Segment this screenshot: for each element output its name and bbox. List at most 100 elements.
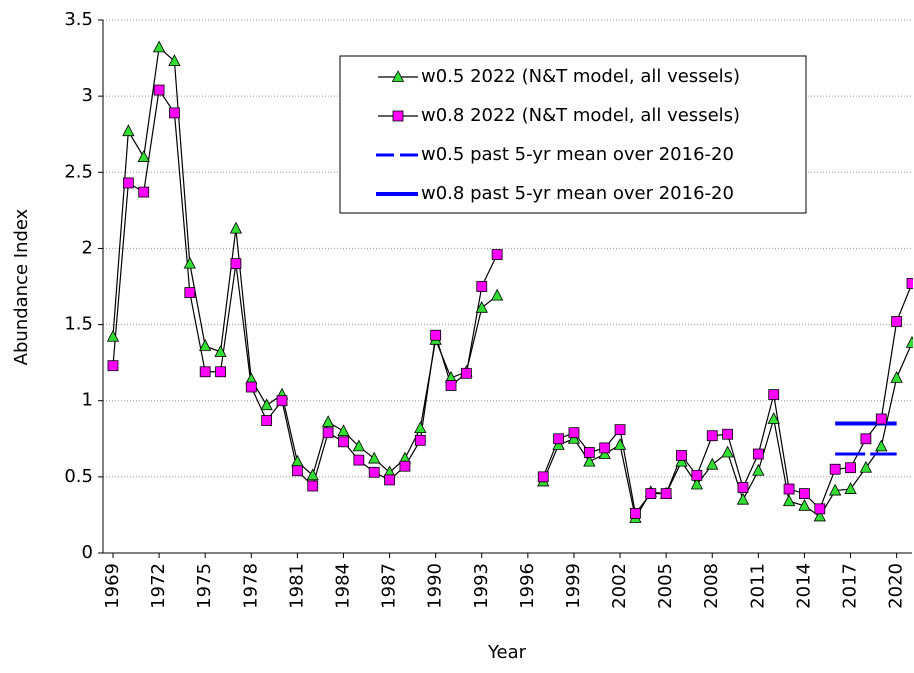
triangle-marker xyxy=(200,340,211,351)
x-tick-label: 1984 xyxy=(332,563,353,609)
x-tick-label: 2011 xyxy=(747,563,768,609)
square-marker xyxy=(338,437,348,447)
square-marker xyxy=(461,368,471,378)
x-tick-label: 2008 xyxy=(701,563,722,609)
x-tick-label: 2020 xyxy=(886,563,907,609)
square-marker xyxy=(615,425,625,435)
x-tick-label: 2002 xyxy=(609,563,630,609)
square-marker xyxy=(692,470,702,480)
x-axis-title: Year xyxy=(487,642,527,663)
square-marker xyxy=(784,484,794,494)
square-marker xyxy=(477,282,487,292)
y-tick-label: 0.5 xyxy=(64,466,93,487)
x-tick-label: 1987 xyxy=(379,563,400,609)
square-marker xyxy=(846,463,856,473)
x-tick-label: 1978 xyxy=(240,563,261,609)
triangle-marker xyxy=(707,459,718,470)
triangle-marker xyxy=(369,453,380,464)
square-marker xyxy=(154,85,164,95)
square-marker xyxy=(108,361,118,371)
y-tick-label: 2.5 xyxy=(64,161,93,182)
y-axis-title: Abundance Index xyxy=(11,208,32,365)
square-marker xyxy=(308,481,318,491)
legend-label: w0.8 2022 (N&T model, all vessels) xyxy=(421,105,740,126)
triangle-marker xyxy=(323,416,334,427)
y-tick-label: 1.5 xyxy=(64,314,93,335)
square-marker xyxy=(169,108,179,118)
x-tick-label: 1999 xyxy=(563,563,584,609)
triangle-marker xyxy=(415,422,426,433)
y-tick-label: 1 xyxy=(82,390,93,411)
triangle-marker xyxy=(907,337,914,348)
triangle-marker xyxy=(169,55,180,66)
square-marker xyxy=(907,278,914,288)
square-marker xyxy=(231,259,241,269)
square-marker xyxy=(753,449,763,459)
square-marker xyxy=(323,428,333,438)
square-marker xyxy=(600,443,610,453)
square-marker xyxy=(861,434,871,444)
square-marker xyxy=(815,504,825,514)
x-tick-label: 1990 xyxy=(425,563,446,609)
triangle-marker xyxy=(492,290,503,301)
square-marker xyxy=(139,187,149,197)
y-tick-label: 2 xyxy=(82,237,93,258)
square-marker xyxy=(738,483,748,493)
x-tick-label: 1972 xyxy=(148,563,169,609)
square-marker xyxy=(123,178,133,188)
triangle-marker xyxy=(292,456,303,467)
square-marker xyxy=(538,472,548,482)
legend: w0.5 2022 (N&T model, all vessels) w0.8 2… xyxy=(340,56,806,213)
triangle-marker xyxy=(154,41,165,52)
square-marker xyxy=(661,489,671,499)
square-marker xyxy=(554,434,564,444)
square-marker xyxy=(876,414,886,424)
x-tick-label: 2017 xyxy=(840,563,861,609)
legend-marker xyxy=(393,111,403,121)
square-marker xyxy=(385,475,395,485)
triangle-marker xyxy=(338,425,349,436)
triangle-marker xyxy=(184,258,195,269)
x-tick-label: 1969 xyxy=(102,563,123,609)
x-tick-label: 1975 xyxy=(194,563,215,609)
triangle-marker xyxy=(891,372,902,383)
square-marker xyxy=(677,451,687,461)
y-tick-label: 3 xyxy=(82,85,93,106)
square-marker xyxy=(277,396,287,406)
triangle-marker xyxy=(876,440,887,451)
square-marker xyxy=(185,288,195,298)
square-marker xyxy=(431,330,441,340)
square-marker xyxy=(492,250,502,260)
x-tick-label: 1981 xyxy=(286,563,307,609)
triangle-marker xyxy=(123,125,134,136)
square-marker xyxy=(799,489,809,499)
square-marker xyxy=(769,390,779,400)
x-tick-label: 1996 xyxy=(517,563,538,609)
square-marker xyxy=(200,367,210,377)
square-marker xyxy=(707,431,717,441)
legend-label: w0.5 2022 (N&T model, all vessels) xyxy=(421,66,740,87)
x-tick-label: 1993 xyxy=(471,563,492,609)
legend-label: w0.5 past 5-yr mean over 2016-20 xyxy=(421,144,734,165)
triangle-marker xyxy=(737,494,748,505)
x-tick-label: 2005 xyxy=(655,563,676,609)
legend-label: w0.8 past 5-yr mean over 2016-20 xyxy=(421,183,734,204)
triangle-marker xyxy=(615,439,626,450)
square-marker xyxy=(246,382,256,392)
square-marker xyxy=(723,429,733,439)
square-marker xyxy=(446,380,456,390)
square-marker xyxy=(646,489,656,499)
square-marker xyxy=(292,466,302,476)
y-tick-label: 0 xyxy=(82,542,93,563)
square-marker xyxy=(830,464,840,474)
square-marker xyxy=(569,428,579,438)
square-marker xyxy=(892,317,902,327)
square-marker xyxy=(415,435,425,445)
triangle-marker xyxy=(753,465,764,476)
square-marker xyxy=(369,467,379,477)
triangle-marker xyxy=(138,151,149,162)
triangle-marker xyxy=(784,495,795,506)
square-marker xyxy=(400,461,410,471)
x-tick-label: 2014 xyxy=(793,563,814,609)
